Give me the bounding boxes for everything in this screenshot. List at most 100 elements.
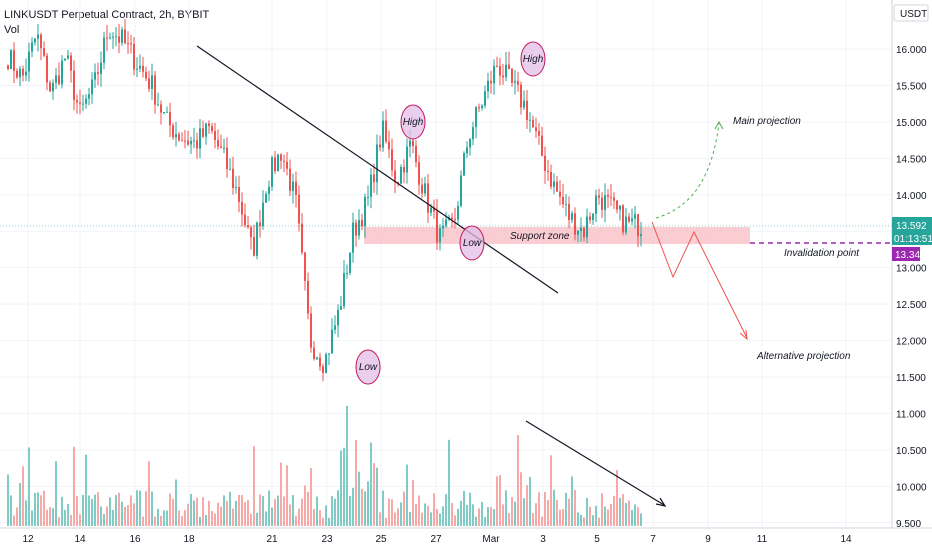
candle-body [109,37,111,39]
volume-bar [520,472,522,526]
price-tick-label: 10.500 [896,446,927,457]
candle-body [598,195,600,198]
volume-bar [481,502,483,526]
volume-bar [532,513,534,526]
candle-body [28,51,30,72]
volume-bar [604,506,606,526]
volume-bar [547,499,549,526]
time-tick-label: 23 [321,534,333,545]
candle-body [541,135,543,156]
candles [7,18,642,382]
last-price-badge [892,217,932,245]
candle-body [559,191,561,197]
volume-bar [457,508,459,526]
volume-bar [199,516,201,526]
volume-bar [583,517,585,526]
volume-bar [523,498,525,526]
candle-body [331,329,333,354]
volume-bar [568,498,570,526]
time-tick-label: 27 [430,534,442,545]
candle-body [616,200,618,210]
candle-body [361,219,363,227]
time-axis[interactable]: 12 14 16 18 21 23 25 27 Mar 3 5 7 9 11 14 [0,527,932,545]
volume-bar [628,500,630,526]
volume-bar [595,505,597,526]
time-tick-label: 7 [650,534,656,545]
candle-body [556,181,558,192]
candle-body [538,131,540,136]
volume-bars [7,405,642,526]
volume-bar [463,490,465,526]
volume-bar [244,502,246,526]
volume-bar [79,514,81,526]
volume-bar [370,442,372,526]
volume-bar [598,517,600,526]
candle-body [259,222,261,227]
symbol-title[interactable]: LINKUSDT Perpetual Contract, 2h, BYBIT [4,9,210,21]
volume-bar [190,493,192,526]
volume-bar [304,485,306,526]
candle-body [256,222,258,256]
candle-body [514,81,516,83]
volume-bar [358,471,360,526]
volume-bar [43,490,45,526]
volume-bar [256,512,258,526]
candle-body [355,222,357,236]
candle-body [553,181,555,187]
candle-body [550,171,552,187]
volume-bar [403,491,405,526]
volume-bar [217,502,219,526]
candle-body [16,70,18,78]
volume-bar [73,446,75,526]
volume-bar [19,483,21,526]
candle-body [478,107,480,109]
candle-body [565,203,567,205]
volume-bar [271,507,273,526]
candle-body [265,193,267,203]
candle-body [13,50,15,71]
candle-body [202,128,204,137]
volume-bar [349,496,351,526]
volume-bar [442,506,444,526]
time-tick-label: 9 [705,534,711,545]
volume-bar [235,500,237,526]
time-tick-label: 5 [594,534,600,545]
volume-bar [196,497,198,526]
candle-body [481,105,483,109]
candle-body [532,119,534,128]
volume-bar [268,490,270,526]
volume-bar [631,509,633,526]
price-tick-label: 9.500 [896,519,921,530]
candle-body [316,357,318,359]
candle-body [208,123,210,127]
volume-bar [511,497,513,526]
price-tick-label: 14.000 [896,191,927,202]
candle-body [523,100,525,108]
candle-body [61,60,63,85]
volume-bar [592,515,594,526]
volume-bar [124,506,126,526]
candle-body [115,36,117,38]
candle-body [352,222,354,253]
candle-body [175,134,177,138]
volume-bar [220,506,222,526]
volume-bar [550,455,552,526]
price-tick-label: 11.000 [896,409,926,420]
candle-body [469,139,471,148]
time-tick-label: 25 [375,534,387,545]
volume-bar [577,512,579,526]
candle-body [424,183,426,194]
price-axis[interactable]: 16.00015.50015.00014.50014.00013.50013.0… [891,0,929,530]
candle-body [112,36,114,38]
candle-body [295,181,297,195]
volume-bar [232,508,234,526]
volume-legend[interactable]: Vol [4,24,20,36]
volume-bar [421,512,423,526]
candle-body [157,104,159,106]
swing-circle [459,225,485,261]
currency-selector[interactable]: USDT [893,4,929,22]
candle-body [268,186,270,194]
candle-body [253,237,255,256]
volume-bar [346,405,348,526]
